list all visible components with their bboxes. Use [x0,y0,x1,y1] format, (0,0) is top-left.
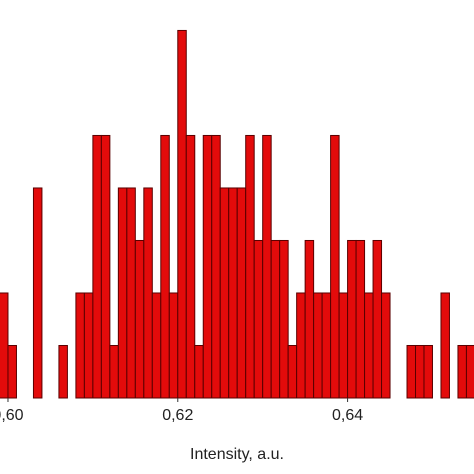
bar [219,187,230,399]
bar [330,134,340,399]
bar [372,239,383,399]
bar [355,239,366,399]
bar [465,344,474,399]
bar [262,134,272,399]
bar [143,187,153,399]
bar [58,344,68,399]
bar [347,239,357,399]
x-tick-label: 0,64 [332,407,363,424]
bar [253,239,264,399]
bar [304,239,315,399]
bar [160,134,170,399]
bar [321,292,332,399]
x-tick-label: 0,60 [0,407,24,424]
bar [415,344,425,399]
bar [134,239,145,399]
bar [7,344,17,399]
bar [279,239,289,399]
bar [440,292,450,399]
bar [32,187,43,399]
bar [168,292,179,399]
x-tick-label: 0,62 [162,407,193,424]
bar [92,134,102,399]
x-axis-label: Intensity, a.u. [190,446,284,463]
bar [126,187,136,399]
bar [100,134,111,399]
bar [117,187,128,399]
bar [185,134,196,399]
bar [287,344,298,399]
bar [75,292,85,399]
bar [423,344,433,399]
bar [236,187,247,399]
bar [194,344,204,399]
bar [313,292,323,399]
bar [457,344,467,399]
bar [109,344,119,399]
bar [211,134,221,399]
bar [381,292,391,399]
bar [270,239,281,399]
bar [338,292,349,399]
bar [296,292,306,399]
bar [245,134,255,399]
bar [406,344,417,399]
bar [177,29,187,399]
bar [364,292,374,399]
bar [202,134,213,399]
bar [83,292,94,399]
bar [151,292,162,399]
bar [228,187,238,399]
bar [0,292,9,399]
